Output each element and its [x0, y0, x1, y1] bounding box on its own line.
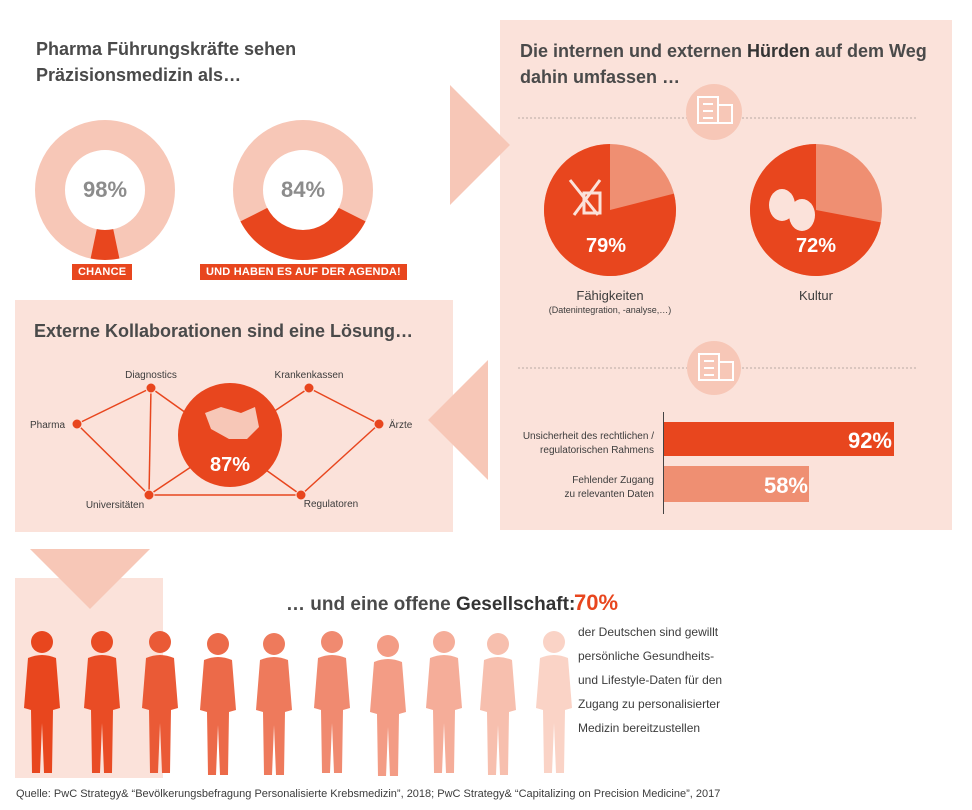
section2-heading: Die internen und externen Hürden auf dem…: [520, 38, 927, 90]
label-aerzte: Ärzte: [389, 419, 413, 431]
node-diagnostics: [145, 382, 157, 394]
person-icon: [142, 631, 178, 773]
desc-line: persönliche Gesundheits-: [578, 649, 715, 663]
pie-kultur-value: 72%: [796, 235, 836, 257]
node-aerzte: [373, 418, 385, 430]
desc-line: und Lifestyle-Daten für den: [578, 673, 723, 687]
bar-label-line: regulatorischen Rahmens: [540, 445, 654, 456]
building-icon-bg: [686, 84, 742, 140]
node-krankenkassen: [303, 382, 315, 394]
bar-label-line: Fehlender Zugang: [572, 475, 654, 486]
person-icon: [536, 631, 572, 773]
bar-label-line: Unsicherheit des rechtlichen /: [522, 431, 654, 442]
section2-heading-line2: dahin umfassen …: [520, 67, 681, 87]
bar-datenzugang-label: Fehlender Zugang zu relevanten Daten: [514, 474, 654, 502]
heading-bold-part: Gesellschaft:: [455, 594, 576, 615]
node-universitaeten: [143, 489, 155, 501]
desc-line: der Deutschen sind gewillt: [578, 625, 719, 639]
heading-part: auf dem Weg: [810, 41, 927, 61]
arrow-left-icon: [428, 360, 488, 480]
section1-heading-line2: Präzisionsmedizin als…: [36, 65, 242, 85]
tag-agenda: UND HABEN ES AUF DER AGENDA!: [200, 264, 407, 280]
person-icon: [200, 633, 236, 775]
section1-heading: Pharma Führungskräfte sehen Präzisionsme…: [36, 36, 296, 88]
handshake-icon: [205, 407, 259, 439]
label-pharma: Pharma: [30, 420, 65, 431]
person-icon: [314, 631, 350, 773]
person-icon: [24, 631, 60, 773]
desc-line: Zugang zu personalisierter: [578, 697, 721, 711]
pie-faehigkeiten-value: 79%: [586, 235, 626, 257]
person-icon: [256, 633, 292, 775]
society-description: der Deutschen sind gewillt persönliche G…: [578, 620, 722, 740]
donut-agenda: 84%: [233, 120, 373, 260]
bar-rechtlich-value: 92%: [847, 428, 892, 453]
people-silhouettes: [24, 631, 572, 776]
desc-line: Medizin bereitzustellen: [578, 721, 701, 735]
heading-part: … und eine offene: [286, 594, 456, 615]
arrow-down-icon: [30, 549, 150, 609]
divider-with-building: [518, 84, 918, 140]
bar-axis: [663, 412, 664, 514]
section1-heading-line1: Pharma Führungskräfte sehen: [36, 39, 297, 59]
person-icon: [426, 631, 462, 773]
pie-faehigkeiten-label: Fähigkeiten: [576, 288, 644, 303]
center-value: 87%: [210, 454, 250, 476]
label-krankenkassen: Krankenkassen: [275, 370, 344, 381]
label-diagnostics: Diagnostics: [125, 370, 177, 381]
donut-chance: 98%: [35, 120, 175, 260]
building-icon: [698, 353, 734, 381]
label-regulatoren: Regulatoren: [304, 499, 358, 510]
node-regulatoren: [295, 489, 307, 501]
donut-agenda-value: 84%: [281, 177, 325, 202]
person-icon: [480, 633, 516, 775]
bar-datenzugang: [664, 466, 809, 502]
pie-faehigkeiten: 79%: [544, 144, 676, 276]
donut-agenda-segment: [240, 207, 366, 260]
pie-faehigkeiten-slice: [544, 144, 676, 276]
pie-kultur-label: Kultur: [799, 288, 833, 303]
pie-faehigkeiten-sublabel: (Datenintegration, -analyse,…): [548, 305, 672, 315]
tag-chance: CHANCE: [72, 264, 133, 280]
pie-kultur-slice: [750, 144, 881, 276]
label-universitaeten: Universitäten: [86, 500, 144, 511]
bar-rechtlich: [664, 422, 894, 456]
person-icon: [370, 635, 406, 776]
theater-masks-icon: [769, 189, 815, 231]
donut-chance-segment: [90, 229, 120, 260]
bar-datenzugang-value: 58%: [763, 473, 808, 498]
person-icon: [84, 631, 120, 773]
section4-heading: … und eine offene Gesellschaft:: [286, 592, 575, 618]
network-diagram: 87% Diagnostics Krankenkassen Pharma Ärz…: [30, 370, 413, 511]
bar-label-line: zu relevanten Daten: [564, 489, 654, 500]
section2-heading-line1: Die internen und externen Hürden auf dem…: [520, 38, 927, 64]
heading-part: Die internen und externen: [520, 41, 748, 61]
arrow-right-icon: [450, 85, 510, 205]
section3-heading: Externe Kollaborationen sind eine Lösung…: [34, 321, 414, 341]
society-value: 70%: [574, 590, 619, 615]
pie-kultur: 72%: [750, 144, 882, 276]
tools-icon: [568, 179, 602, 216]
heading-bold-part: Hürden: [747, 41, 811, 61]
building-icon: [697, 96, 733, 124]
divider-with-building-2: [518, 341, 918, 395]
source-footnote: Quelle: PwC Strategy& “Bevölkerungsbefra…: [16, 788, 721, 800]
donut-chance-value: 98%: [83, 177, 127, 202]
node-pharma: [71, 418, 83, 430]
bar-rechtlich-label: Unsicherheit des rechtlichen / regulator…: [514, 430, 654, 458]
